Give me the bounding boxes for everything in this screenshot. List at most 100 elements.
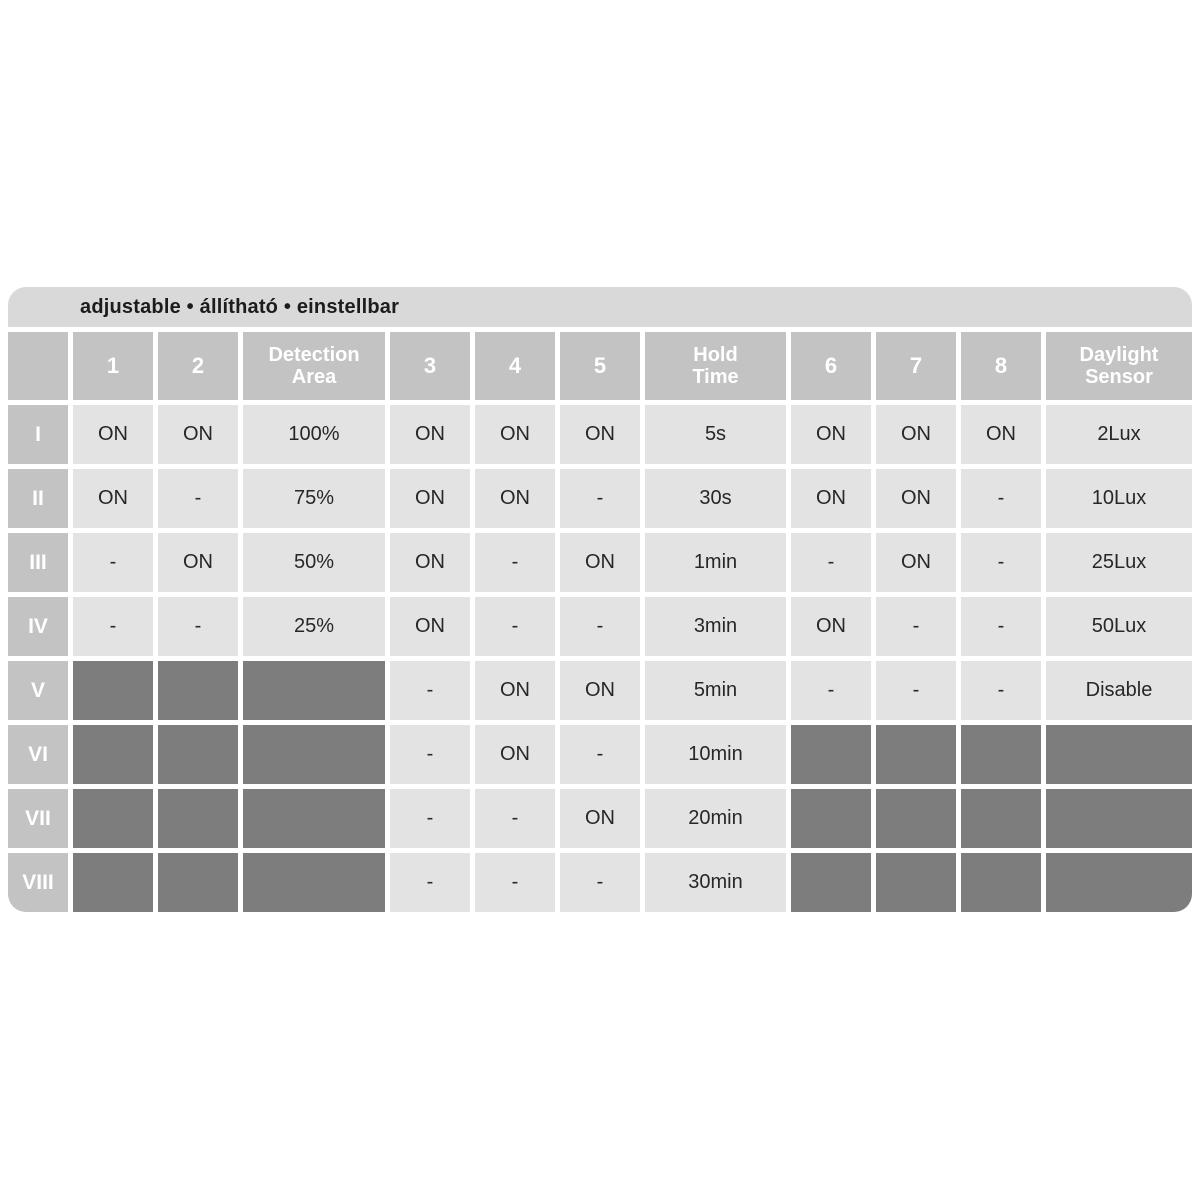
table-cell: 5s [645, 405, 786, 464]
row-label-iv: IV [8, 597, 68, 656]
disabled-cell [791, 725, 871, 784]
table-cell: ON [560, 533, 640, 592]
disabled-cell [243, 725, 385, 784]
header-cell-7: 7 [876, 332, 956, 400]
table-cell: - [961, 469, 1041, 528]
table-cell: - [560, 469, 640, 528]
table-cell: 10Lux [1046, 469, 1192, 528]
row-label-viii: VIII [8, 853, 68, 912]
disabled-cell [243, 789, 385, 848]
table-cell: ON [390, 597, 470, 656]
table-cell: ON [158, 533, 238, 592]
table-cell: ON [791, 597, 871, 656]
row-label-vii: VII [8, 789, 68, 848]
table-cell: - [390, 853, 470, 912]
disabled-cell [1046, 789, 1192, 848]
table-cell: - [791, 533, 871, 592]
row-label-vi: VI [8, 725, 68, 784]
table-cell: ON [876, 469, 956, 528]
table-cell: - [390, 789, 470, 848]
table-cell: - [560, 725, 640, 784]
header-cell-detection-area: Detection Area [243, 332, 385, 400]
disabled-cell [243, 661, 385, 720]
row-label-iii: III [8, 533, 68, 592]
header-cell-hold-time: Hold Time [645, 332, 786, 400]
table-cell: 50% [243, 533, 385, 592]
table-cell: ON [791, 405, 871, 464]
header-cell-daylight-sensor: Daylight Sensor [1046, 332, 1192, 400]
table-cell: - [475, 597, 555, 656]
table-cell: - [791, 661, 871, 720]
table-cell: - [158, 597, 238, 656]
table-cell: - [475, 533, 555, 592]
header-cell-2: 2 [158, 332, 238, 400]
disabled-cell [73, 725, 153, 784]
table-cell: - [876, 597, 956, 656]
table-cell: ON [73, 405, 153, 464]
row-label-i: I [8, 405, 68, 464]
disabled-cell [791, 789, 871, 848]
table-cell: - [560, 597, 640, 656]
table-cell: 20min [645, 789, 786, 848]
disabled-cell [1046, 725, 1192, 784]
table-cell: - [876, 661, 956, 720]
disabled-cell [791, 853, 871, 912]
table-cell: ON [560, 789, 640, 848]
table-cell: ON [475, 469, 555, 528]
disabled-cell [961, 853, 1041, 912]
disabled-cell [876, 789, 956, 848]
disabled-cell [73, 661, 153, 720]
table-cell: - [961, 597, 1041, 656]
header-cell-8: 8 [961, 332, 1041, 400]
header-cell-1: 1 [73, 332, 153, 400]
table-cell: - [475, 853, 555, 912]
table-cell: ON [560, 405, 640, 464]
row-label-v: V [8, 661, 68, 720]
disabled-cell [876, 725, 956, 784]
table-cell: ON [73, 469, 153, 528]
table-cell: ON [791, 469, 871, 528]
table-cell: ON [158, 405, 238, 464]
table-cell: ON [876, 405, 956, 464]
table-cell: 50Lux [1046, 597, 1192, 656]
header-cell-4: 4 [475, 332, 555, 400]
table-cell: - [73, 533, 153, 592]
disabled-cell [158, 853, 238, 912]
disabled-cell [243, 853, 385, 912]
table-cell: ON [876, 533, 956, 592]
table-cell: - [73, 597, 153, 656]
disabled-cell [961, 725, 1041, 784]
header-corner-cell [8, 332, 68, 400]
table-title-bar: adjustable • állítható • einstellbar [8, 287, 1192, 327]
table-title: adjustable • állítható • einstellbar [80, 295, 400, 318]
table-cell: ON [475, 725, 555, 784]
table-cell: ON [390, 405, 470, 464]
table-cell: 10min [645, 725, 786, 784]
table-cell: 2Lux [1046, 405, 1192, 464]
table-cell: 5min [645, 661, 786, 720]
table-cell: - [961, 533, 1041, 592]
table-cell: ON [961, 405, 1041, 464]
table-cell: - [961, 661, 1041, 720]
disabled-cell [1046, 853, 1192, 912]
table-cell: - [475, 789, 555, 848]
disabled-cell [73, 853, 153, 912]
table-cell: - [390, 661, 470, 720]
header-cell-6: 6 [791, 332, 871, 400]
table-cell: ON [475, 661, 555, 720]
header-cell-3: 3 [390, 332, 470, 400]
disabled-cell [158, 789, 238, 848]
table-cell: 1min [645, 533, 786, 592]
table-cell: 75% [243, 469, 385, 528]
table-cell: ON [390, 533, 470, 592]
table-cell: 25Lux [1046, 533, 1192, 592]
disabled-cell [158, 725, 238, 784]
disabled-cell [961, 789, 1041, 848]
table-cell: - [390, 725, 470, 784]
row-label-ii: II [8, 469, 68, 528]
table-cell: 30s [645, 469, 786, 528]
header-cell-5: 5 [560, 332, 640, 400]
table-cell: - [560, 853, 640, 912]
